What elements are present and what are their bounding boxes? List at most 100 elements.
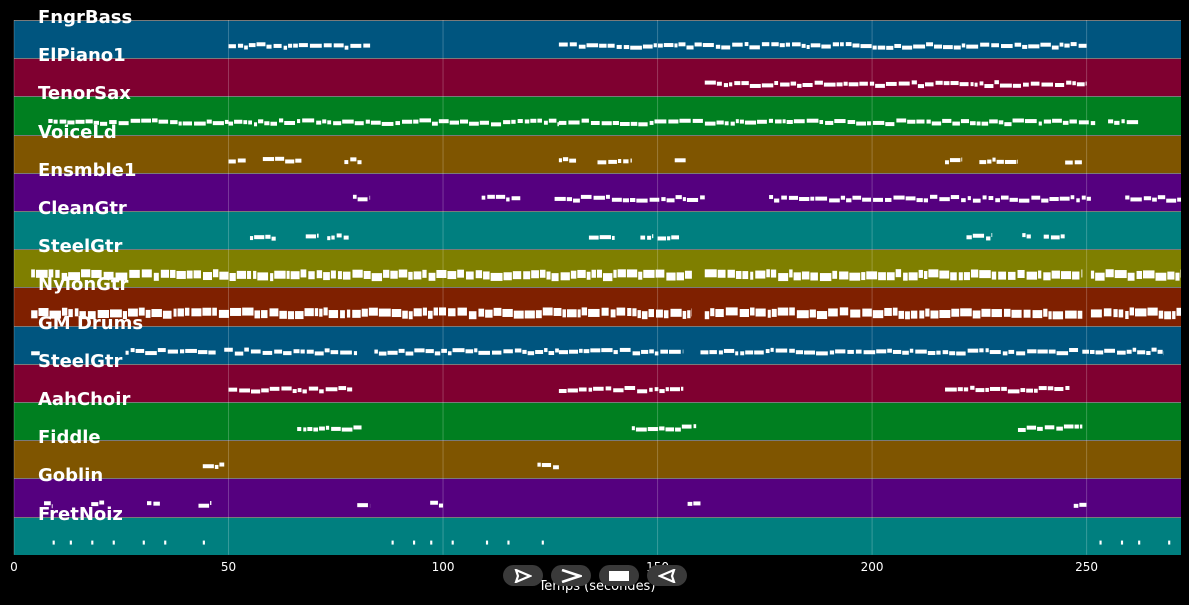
note-mark (370, 120, 381, 125)
note-mark (1027, 349, 1037, 354)
stop-button[interactable] (599, 565, 639, 586)
note-mark (261, 310, 268, 319)
note-mark (413, 308, 422, 317)
note-mark (1017, 159, 1018, 164)
note-mark (693, 424, 697, 429)
note-mark (979, 348, 984, 353)
note-mark (160, 269, 170, 278)
forward-button[interactable] (551, 565, 591, 586)
note-mark (945, 387, 957, 392)
note-mark (304, 308, 314, 317)
note-mark (887, 348, 892, 353)
note-mark (1090, 309, 1102, 318)
note-mark (141, 269, 152, 278)
note-mark (212, 269, 219, 278)
note-mark (898, 81, 910, 86)
note-mark (979, 270, 991, 279)
note-mark (774, 198, 780, 203)
note-mark (767, 309, 771, 318)
note-mark (918, 269, 923, 278)
note-mark (325, 387, 338, 392)
note-mark (792, 42, 801, 47)
note-mark (523, 271, 531, 280)
note-mark (905, 311, 910, 320)
note-mark (1028, 44, 1040, 49)
note-mark (779, 43, 785, 48)
note-mark (1176, 307, 1181, 316)
note-mark (1152, 197, 1157, 202)
note-mark (770, 347, 774, 352)
x-tick-label: 100 (431, 560, 455, 574)
note-mark (1062, 120, 1069, 125)
note-mark (430, 540, 433, 545)
note-mark (605, 386, 612, 391)
track-label: ElPiano1 (38, 45, 126, 67)
note-mark (679, 118, 691, 123)
note-mark (325, 425, 330, 430)
note-mark (836, 82, 843, 87)
note-mark (832, 42, 840, 47)
note-mark (262, 157, 275, 162)
note-mark (939, 270, 950, 279)
note-mark (248, 120, 253, 125)
note-mark (202, 464, 214, 469)
note-mark (872, 310, 884, 319)
note-mark (1038, 386, 1047, 391)
note-mark (961, 198, 966, 203)
note-mark (848, 82, 859, 87)
note-mark (774, 81, 779, 86)
note-mark (186, 270, 193, 279)
note-mark (942, 118, 952, 123)
note-mark (1125, 195, 1130, 200)
note-mark (877, 45, 886, 50)
note-mark (1143, 196, 1152, 201)
note-mark (59, 119, 67, 124)
note-mark (862, 197, 872, 202)
note-mark (966, 235, 972, 240)
note-mark (55, 269, 60, 278)
note-mark (749, 45, 760, 50)
note-mark (68, 272, 81, 281)
note-mark (419, 118, 431, 123)
note-mark (208, 350, 216, 355)
note-mark (856, 121, 867, 126)
note-mark (1121, 119, 1125, 124)
note-mark (353, 425, 362, 430)
track-label: FretNoiz (38, 503, 123, 525)
note-mark (219, 462, 225, 467)
note-mark (468, 311, 477, 320)
play-button[interactable] (503, 565, 543, 586)
note-mark (611, 197, 622, 202)
note-mark (580, 194, 592, 199)
note-mark (603, 273, 613, 282)
note-mark (991, 271, 997, 280)
note-mark (636, 198, 648, 203)
note-mark (537, 118, 542, 123)
note-mark (408, 271, 413, 280)
note-mark (740, 351, 745, 356)
note-mark (778, 273, 789, 282)
note-mark (670, 308, 682, 317)
note-mark (1034, 388, 1038, 393)
note-mark (967, 196, 971, 201)
note-mark (544, 348, 548, 353)
note-mark (702, 43, 714, 48)
note-mark (985, 387, 989, 392)
note-mark (438, 119, 449, 124)
note-mark (660, 349, 669, 354)
note-mark (495, 194, 506, 199)
note-mark (1023, 82, 1029, 87)
note-mark (750, 307, 755, 316)
track-label: Goblin (38, 465, 104, 487)
note-mark (1076, 82, 1085, 87)
note-mark (998, 271, 1007, 280)
note-mark (642, 44, 653, 49)
note-mark (75, 119, 85, 124)
note-mark (623, 45, 630, 50)
rewind-button[interactable] (647, 565, 687, 586)
note-mark (535, 350, 544, 355)
note-mark (616, 44, 622, 49)
note-mark (405, 351, 414, 356)
note-mark (630, 45, 642, 50)
x-tick-label: 50 (220, 560, 237, 574)
